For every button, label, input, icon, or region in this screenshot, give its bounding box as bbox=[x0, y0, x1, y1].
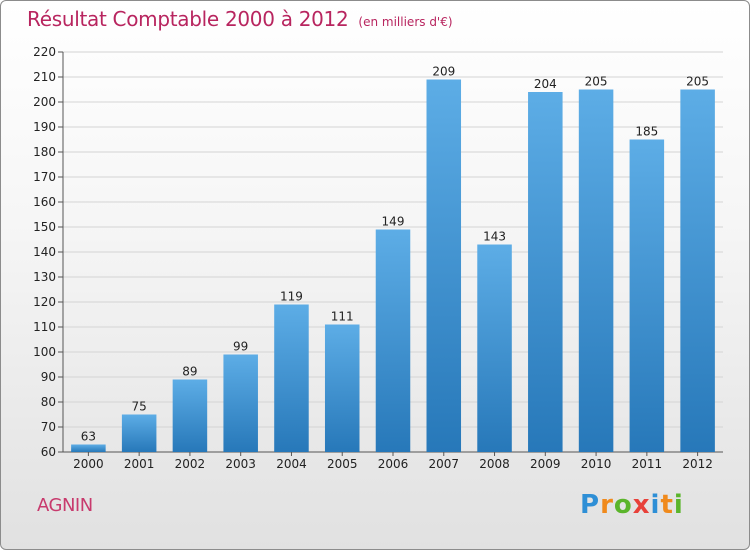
x-tick-label: 2005 bbox=[327, 457, 358, 471]
bar-2006[interactable] bbox=[375, 229, 411, 453]
x-tick-label: 2010 bbox=[581, 457, 612, 471]
x-tick-label: 2006 bbox=[378, 457, 409, 471]
y-tick-label: 90 bbox=[41, 370, 56, 384]
bar-value-label: 119 bbox=[280, 290, 303, 304]
bar-value-label: 75 bbox=[132, 400, 147, 414]
chart-title: Résultat Comptable 2000 à 2012 (en millie… bbox=[27, 7, 453, 31]
logo-letter: x bbox=[632, 490, 651, 520]
bar-value-label: 205 bbox=[686, 75, 709, 89]
y-tick-label: 180 bbox=[33, 145, 56, 159]
y-tick-label: 150 bbox=[33, 220, 56, 234]
y-tick-label: 200 bbox=[33, 95, 56, 109]
bar-value-label: 204 bbox=[534, 77, 557, 91]
chart-title-main: Résultat Comptable 2000 à 2012 bbox=[27, 7, 349, 31]
x-tick-label: 2003 bbox=[225, 457, 256, 471]
x-tick-label: 2008 bbox=[479, 457, 510, 471]
x-tick-label: 2004 bbox=[276, 457, 307, 471]
logo-letter: t bbox=[660, 490, 674, 520]
y-tick-label: 130 bbox=[33, 270, 56, 284]
y-tick-label: 140 bbox=[33, 245, 56, 259]
logo-letter: i bbox=[650, 490, 661, 520]
bar-value-label: 111 bbox=[331, 310, 354, 324]
x-tick-label: 2007 bbox=[428, 457, 459, 471]
bar-2012[interactable] bbox=[680, 89, 715, 453]
bar-2005[interactable] bbox=[324, 324, 360, 453]
chart-title-unit: (en milliers d'€) bbox=[358, 15, 453, 29]
place-name: AGNIN bbox=[37, 495, 93, 516]
logo-letter: r bbox=[600, 490, 614, 520]
bar-value-label: 63 bbox=[81, 430, 96, 444]
logo-letter: o bbox=[613, 490, 633, 520]
bar-value-label: 205 bbox=[585, 75, 608, 89]
bar-value-label: 99 bbox=[233, 340, 248, 354]
y-tick-label: 190 bbox=[33, 120, 56, 134]
x-tick-label: 2001 bbox=[124, 457, 155, 471]
bar-value-label: 185 bbox=[635, 125, 658, 139]
bar-2010[interactable] bbox=[578, 89, 614, 453]
bar-2007[interactable] bbox=[426, 79, 462, 453]
bar-2011[interactable] bbox=[629, 139, 665, 453]
y-tick-label: 160 bbox=[33, 195, 56, 209]
x-tick-label: 2002 bbox=[175, 457, 206, 471]
y-tick-label: 170 bbox=[33, 170, 56, 184]
y-tick-label: 210 bbox=[33, 70, 56, 84]
y-tick-label: 110 bbox=[33, 320, 56, 334]
bar-value-label: 149 bbox=[382, 215, 405, 229]
y-tick-label: 60 bbox=[41, 445, 56, 459]
bar-2000[interactable] bbox=[71, 444, 106, 453]
bar-2002[interactable] bbox=[172, 379, 208, 453]
bar-value-label: 143 bbox=[483, 230, 506, 244]
bar-value-label: 89 bbox=[182, 365, 197, 379]
x-tick-label: 2009 bbox=[530, 457, 561, 471]
logo-letter: P bbox=[580, 490, 601, 520]
y-tick-label: 220 bbox=[33, 45, 56, 59]
bar-2004[interactable] bbox=[274, 304, 309, 453]
bar-2003[interactable] bbox=[223, 354, 258, 453]
x-tick-label: 2012 bbox=[682, 457, 713, 471]
bar-value-label: 209 bbox=[432, 65, 455, 79]
y-tick-label: 100 bbox=[33, 345, 56, 359]
x-tick-label: 2000 bbox=[73, 457, 104, 471]
y-tick-label: 80 bbox=[41, 395, 56, 409]
x-tick-label: 2011 bbox=[632, 457, 663, 471]
proxiti-logo[interactable]: Proxiti bbox=[580, 490, 684, 520]
y-tick-label: 120 bbox=[33, 295, 56, 309]
logo-letter: i bbox=[673, 490, 684, 520]
bar-2008[interactable] bbox=[477, 244, 512, 453]
y-tick-label: 70 bbox=[41, 420, 56, 434]
bar-2001[interactable] bbox=[121, 414, 157, 453]
bar-2009[interactable] bbox=[528, 92, 563, 452]
